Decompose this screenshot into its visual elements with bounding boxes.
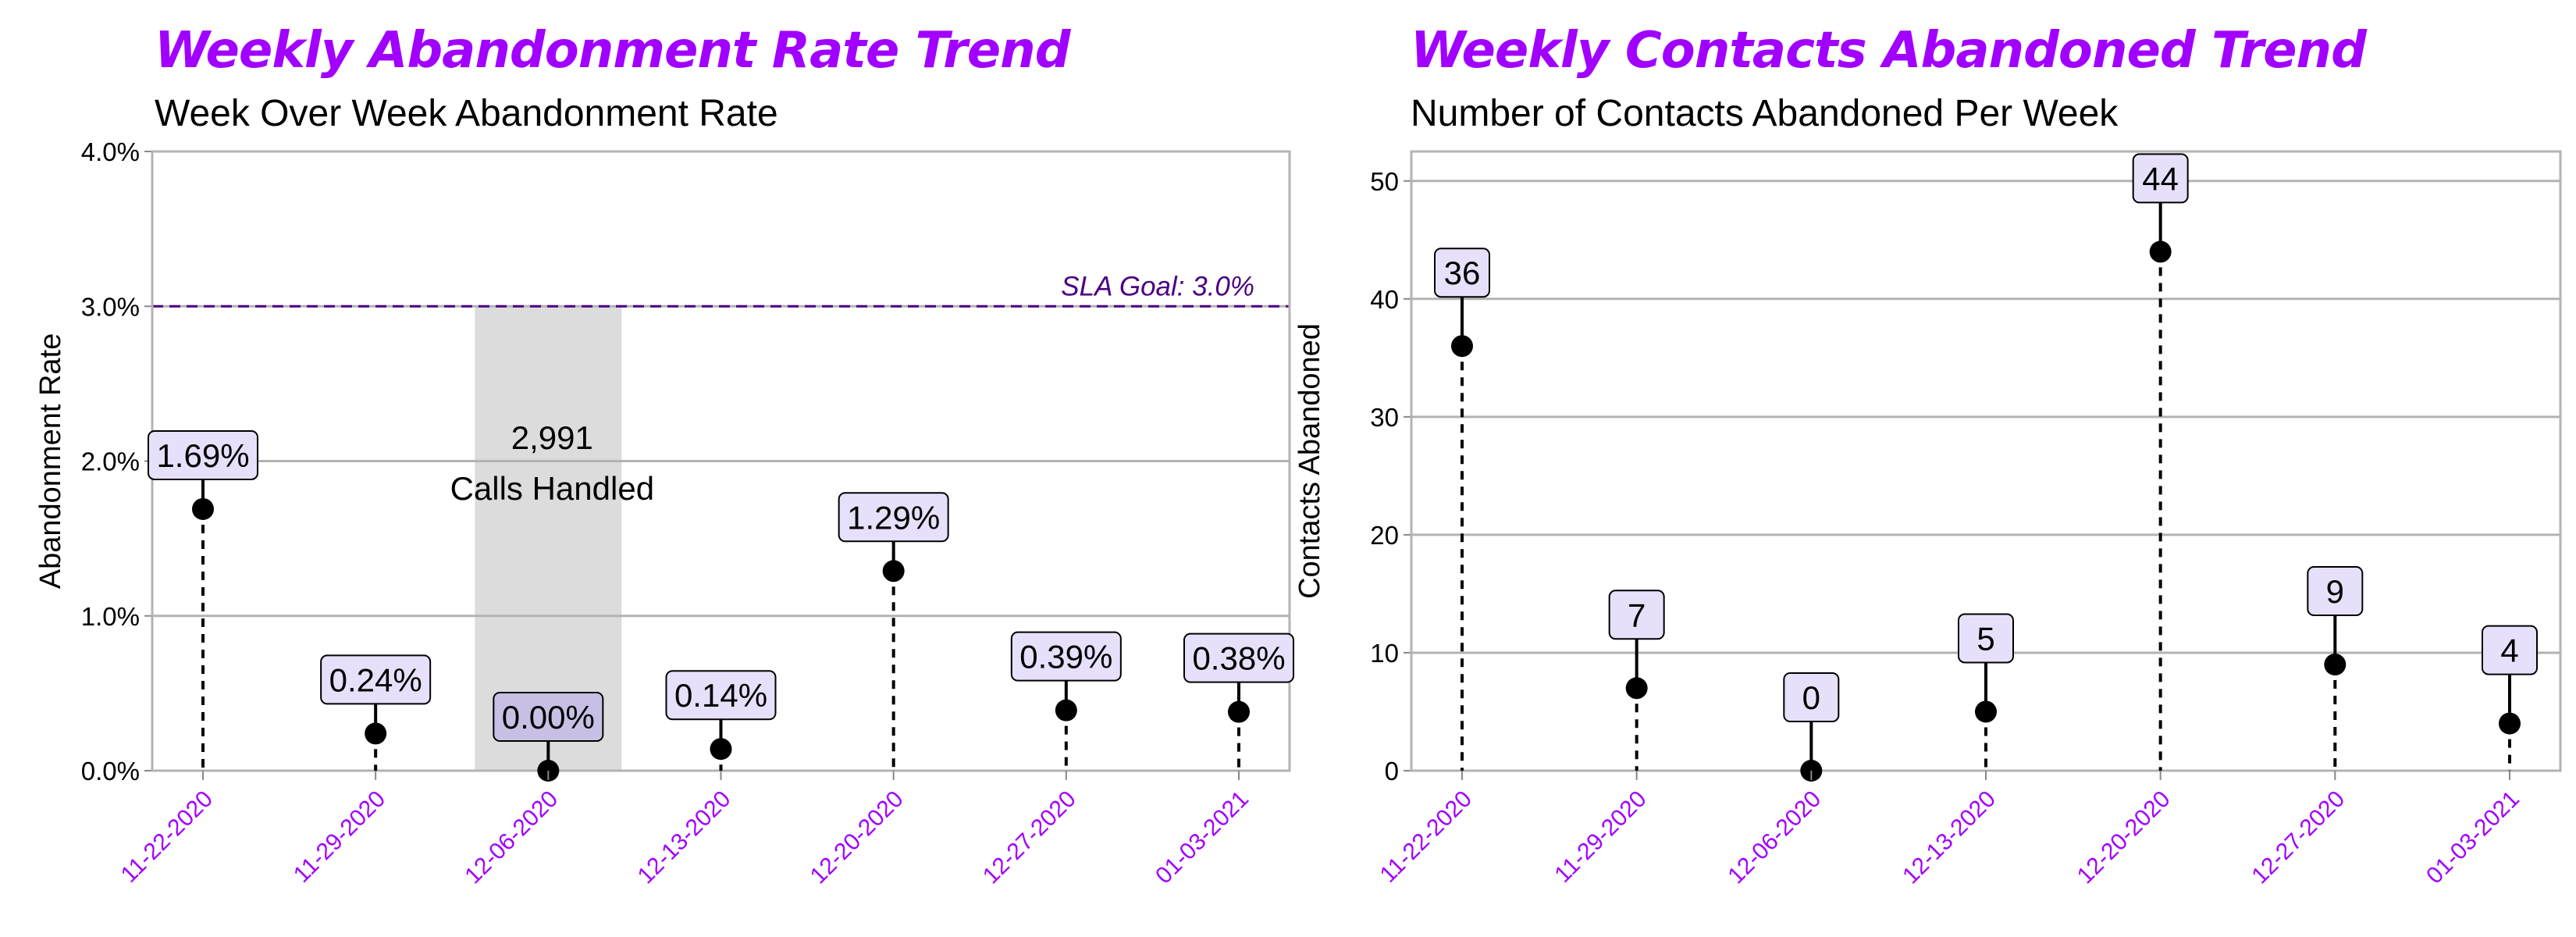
chart2-data-label-box <box>2132 153 2189 204</box>
chart1-data-label: 0.14% <box>674 677 767 714</box>
chart2-xtick-label: 12-20-2020 <box>2073 786 2176 889</box>
chart1-subtitle: Week Over Week Abandonment Rate <box>155 93 778 134</box>
chart2-data-label: 4 <box>2500 632 2518 669</box>
chart1-xtick-label: 12-20-2020 <box>806 786 909 889</box>
chart2-ytick-label: 0 <box>1385 757 1399 786</box>
chart1-data-label: 1.29% <box>847 499 940 536</box>
chart2-point <box>2324 654 2347 676</box>
chart1-ytick-label: 2.0% <box>81 447 140 476</box>
chart2-ylabel: Contacts Abandoned <box>1293 323 1326 599</box>
chart1-highlight-line2: Calls Handled <box>450 470 654 507</box>
chart2-subtitle: Number of Contacts Abandoned Per Week <box>1411 93 2119 134</box>
chart1-highlight-line1: 2,991 <box>511 419 593 456</box>
chart2-data-label: 5 <box>1976 620 1994 657</box>
chart2-xtick-label: 11-22-2020 <box>1375 786 1477 888</box>
chart1-ytick-label: 3.0% <box>81 292 140 321</box>
chart2-data-label-box <box>1783 672 1840 722</box>
chart1-xtick-label: 12-27-2020 <box>978 786 1081 889</box>
chart2-data-label: 7 <box>1628 597 1646 633</box>
chart2-point <box>2499 712 2521 735</box>
chart1-data-label: 0.00% <box>502 699 595 736</box>
chart2-ytick-label: 10 <box>1370 639 1399 668</box>
chart2-ytick-label: 20 <box>1370 521 1399 550</box>
chart1-data-label-box <box>1010 631 1122 682</box>
chart2-point <box>2149 240 2172 263</box>
chart1-ytick-label: 4.0% <box>81 137 140 166</box>
chart2-ytick-label: 40 <box>1370 285 1399 314</box>
chart1-xtick-label: 12-06-2020 <box>460 786 563 889</box>
chart1-data-label: 0.39% <box>1019 639 1112 675</box>
chart1-point <box>365 722 387 745</box>
chart2-data-label-box <box>1434 248 1490 298</box>
chart1-xtick-label: 11-22-2020 <box>116 786 218 888</box>
chart1-data-label-box <box>838 492 949 543</box>
chart2-data-label: 0 <box>1802 679 1820 716</box>
chart2-xtick-label: 12-27-2020 <box>2247 786 2350 889</box>
chart1-point <box>1228 700 1250 723</box>
chart2-data-label-box <box>2482 625 2538 675</box>
chart1-data-label-box <box>493 692 604 742</box>
chart1-data-label-box <box>665 670 777 721</box>
chart1-data-label: 0.24% <box>329 661 422 698</box>
chart2-xtick-label: 12-06-2020 <box>1723 786 1826 889</box>
chart2-data-label: 44 <box>2142 160 2179 197</box>
chart1-point <box>1055 699 1077 721</box>
chart2-data-label-box <box>2307 566 2364 617</box>
chart2-ytick-label: 50 <box>1370 167 1399 196</box>
chart1-point <box>882 560 905 583</box>
chart2-data-label-box <box>1958 613 2014 664</box>
chart1-data-label-box <box>1183 632 1294 683</box>
chart1-data-label-box <box>320 654 432 705</box>
chart2-xtick-label: 12-13-2020 <box>1898 786 2001 889</box>
chart1-point <box>192 497 214 520</box>
chart1-point <box>710 738 732 761</box>
chart2-ytick-label: 30 <box>1370 403 1399 432</box>
chart1-ylabel: Abandonment Rate <box>34 333 67 589</box>
chart2-point <box>1625 677 1648 700</box>
chart2-data-label: 36 <box>1444 255 1481 291</box>
chart1-data-label: 1.69% <box>156 437 249 474</box>
chart1-ytick-label: 0.0% <box>81 757 140 786</box>
chart2-title: Weekly Contacts Abandoned Trend <box>1411 22 2367 80</box>
chart1-sla-label: SLA Goal: 3.0% <box>1061 271 1254 301</box>
chart2-xtick-label: 01-03-2021 <box>2421 786 2524 889</box>
chart2-data-label-box <box>1608 590 1665 640</box>
chart1-xtick-label: 01-03-2021 <box>1151 786 1254 889</box>
chart2-point <box>1975 700 1997 723</box>
chart2-xtick-label: 11-29-2020 <box>1550 786 1651 888</box>
chart1-title: Weekly Abandonment Rate Trend <box>155 22 1070 80</box>
chart1-xtick-label: 12-13-2020 <box>633 786 736 889</box>
chart2-point <box>1451 335 1473 358</box>
chart1-ytick-label: 1.0% <box>81 602 140 631</box>
chart1-data-label-box <box>148 429 258 480</box>
chart1-xtick-label: 11-29-2020 <box>289 786 390 888</box>
chart2-data-label: 9 <box>2326 573 2344 610</box>
chart1-data-label: 0.38% <box>1192 640 1285 677</box>
